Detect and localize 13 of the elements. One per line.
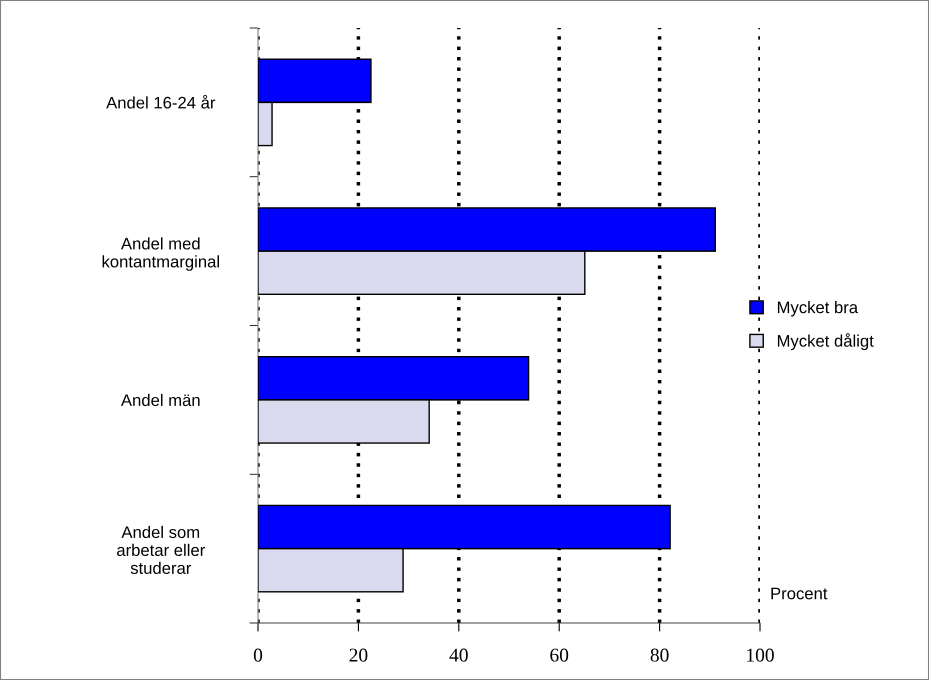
x-tick-label: 20 — [350, 648, 368, 662]
x-tick-label: 40 — [449, 648, 468, 662]
y-tick-label: Andel som arbetar eller studerar — [117, 526, 205, 574]
x-tick-label: 100 — [747, 648, 774, 662]
x-tick-label: 60 — [550, 648, 568, 662]
text: Procent — [771, 588, 828, 600]
x-tick-label: 80 — [650, 648, 669, 662]
y-tick-label: Andel med kontantmarginal — [102, 237, 219, 271]
y-tick-label: Andel män — [120, 394, 200, 406]
legend-label: Mycket dåligt — [778, 333, 874, 350]
y-tick-label: Andel 16-24 år — [106, 94, 216, 109]
x-tick-label: 0 — [254, 648, 262, 662]
legend-label: Mycket bra — [778, 300, 858, 317]
